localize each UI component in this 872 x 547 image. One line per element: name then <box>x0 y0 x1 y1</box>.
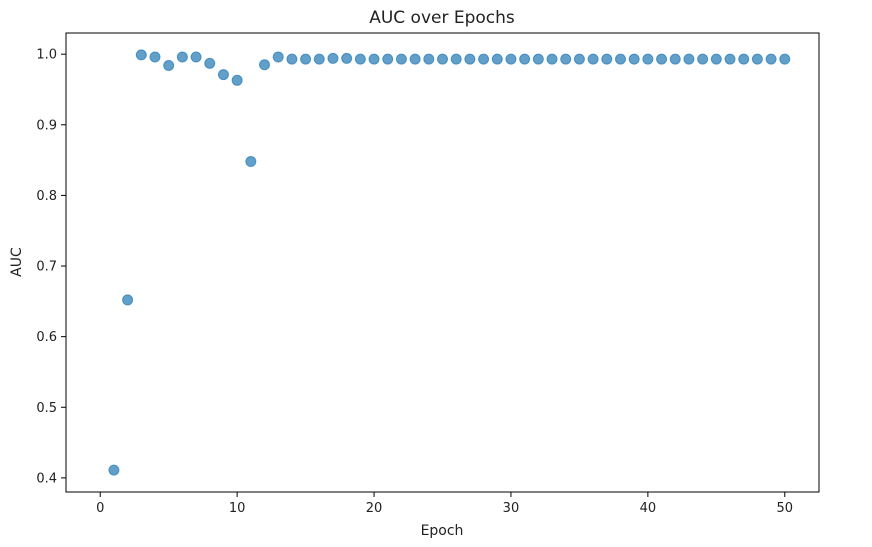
y-axis: 0.4 0.5 0.6 0.7 0.8 0.9 1.0 <box>36 48 66 486</box>
data-point <box>217 69 229 81</box>
x-tick-label: 50 <box>776 501 793 516</box>
chart-title: AUC over Epochs <box>369 8 515 28</box>
data-point <box>135 49 147 61</box>
data-point <box>656 53 668 65</box>
data-point <box>546 53 558 65</box>
y-tick-label: 0.9 <box>36 118 57 133</box>
data-point <box>587 53 599 65</box>
data-point <box>259 59 271 71</box>
y-tick-label: 0.7 <box>36 260 57 275</box>
data-point <box>491 53 503 65</box>
plot-frame <box>65 32 820 493</box>
data-point <box>286 53 298 65</box>
data-point <box>354 53 366 65</box>
data-point <box>437 53 448 65</box>
x-tick-label: 10 <box>229 501 246 516</box>
y-axis-label: AUC <box>9 247 25 277</box>
y-tick-label: 0.6 <box>36 330 57 345</box>
data-point <box>505 53 517 65</box>
data-point <box>409 53 421 65</box>
data-point <box>532 53 544 65</box>
data-point <box>149 51 161 63</box>
y-tick-label: 0.4 <box>36 471 57 486</box>
data-point <box>272 51 284 63</box>
data-point <box>751 53 763 65</box>
data-point <box>204 57 216 69</box>
data-point <box>313 53 325 65</box>
data-point <box>382 53 394 65</box>
data-point <box>779 53 791 65</box>
data-point <box>464 53 476 65</box>
data-point <box>683 53 695 65</box>
data-point <box>423 53 435 65</box>
plot-area <box>65 32 820 493</box>
data-point <box>724 53 736 65</box>
data-point <box>478 53 490 65</box>
data-point <box>190 51 202 63</box>
x-tick-label: 30 <box>503 501 520 516</box>
y-tick-label: 1.0 <box>36 48 57 63</box>
x-axis-label: Epoch <box>421 523 464 539</box>
data-point <box>176 51 188 63</box>
data-point <box>395 53 407 65</box>
data-point <box>245 156 257 168</box>
data-point <box>450 53 462 65</box>
x-tick-label: 20 <box>366 501 383 516</box>
data-point <box>669 53 681 65</box>
data-point <box>710 53 722 65</box>
data-point <box>697 53 709 65</box>
data-point <box>341 52 353 64</box>
data-point <box>108 464 120 476</box>
data-points <box>108 49 791 476</box>
data-point <box>122 294 134 306</box>
data-point <box>738 53 750 65</box>
data-point <box>573 53 585 65</box>
data-point <box>601 53 613 65</box>
data-point <box>642 53 654 65</box>
data-point <box>231 74 243 86</box>
data-point <box>163 59 175 71</box>
data-point <box>300 53 312 65</box>
data-point <box>327 52 339 64</box>
y-tick-label: 0.5 <box>36 401 57 416</box>
data-point <box>560 53 572 65</box>
x-axis: 0 10 20 30 40 50 <box>96 492 793 516</box>
data-point <box>628 53 640 65</box>
data-point <box>368 53 380 65</box>
x-tick-label: 0 <box>96 501 104 516</box>
data-point <box>519 53 531 65</box>
x-tick-label: 40 <box>640 501 657 516</box>
y-tick-label: 0.8 <box>36 189 57 204</box>
data-point <box>614 53 626 65</box>
data-point <box>765 53 777 65</box>
